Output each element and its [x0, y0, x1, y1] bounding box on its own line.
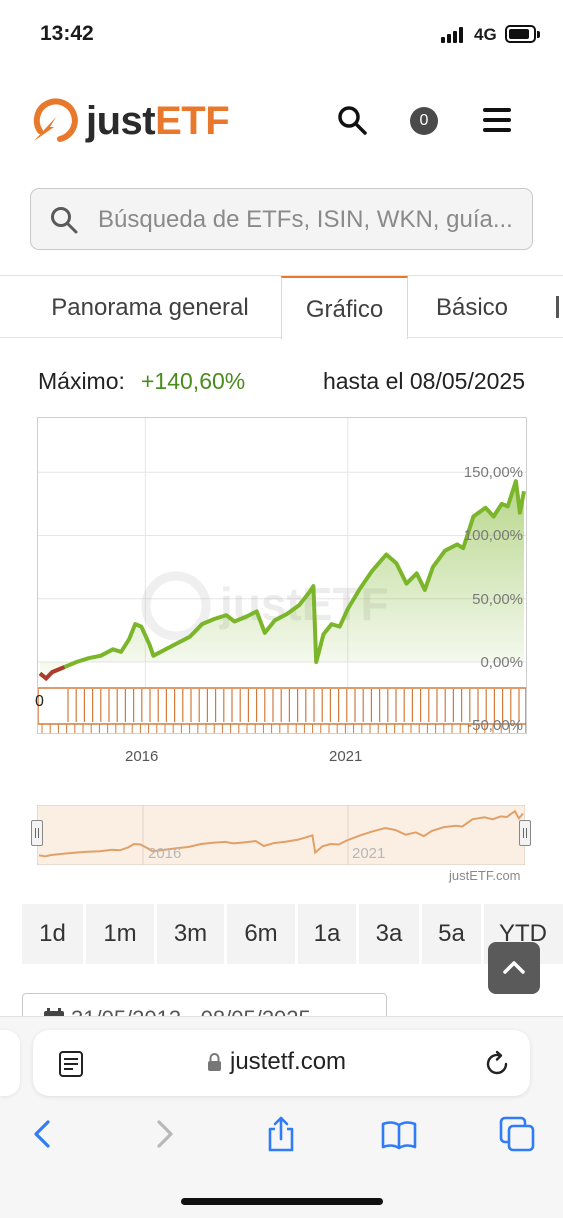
chart-area: [40, 481, 524, 679]
tab-basics[interactable]: Básico: [435, 294, 509, 321]
reader-mode-icon[interactable]: [59, 1051, 83, 1077]
y-tick-label: -50,00%: [467, 717, 523, 734]
justetf-logo[interactable]: justETF: [30, 94, 230, 148]
period-button-1d[interactable]: 1d: [22, 904, 83, 964]
y-tick-label: 0,00%: [480, 654, 523, 671]
period-button-5a[interactable]: 5a: [422, 904, 481, 964]
period-button-6m[interactable]: 6m: [227, 904, 295, 964]
search-placeholder: Búsqueda de ETFs, ISIN, WKN, guía...: [98, 206, 513, 233]
tab-overview[interactable]: Panorama general: [51, 294, 249, 321]
home-indicator: [181, 1198, 383, 1205]
navigator-line: [38, 809, 524, 858]
period-button-1m[interactable]: 1m: [86, 904, 154, 964]
chart-navigator[interactable]: [36, 804, 526, 866]
performance-chart[interactable]: justETF 150,00% 100,00% 50,00% 0,00% -50…: [35, 417, 527, 734]
navigator-canvas: [36, 804, 526, 866]
navigator-x-tick: 2021: [352, 845, 386, 862]
search-icon[interactable]: [336, 104, 368, 136]
period-selector: 1d 1m 3m 6m 1a 3a 5a YTD: [22, 904, 563, 964]
chart-line-series: [38, 479, 526, 681]
lock-icon: [208, 1053, 221, 1071]
search-icon: [51, 207, 78, 234]
chart-overlay-strip: [38, 687, 526, 733]
bookmarks-icon[interactable]: [381, 1116, 417, 1152]
battery-icon: [505, 25, 540, 43]
chart-overlay-label: 0: [35, 693, 44, 710]
forward-icon[interactable]: [147, 1116, 183, 1152]
previous-tab-edge[interactable]: [0, 1030, 20, 1096]
network-label: 4G: [474, 25, 497, 44]
logo-mark-icon: [33, 98, 78, 142]
chart-negative-segment: [38, 665, 66, 682]
scroll-to-top-button[interactable]: [488, 942, 540, 994]
navigator-x-tick: 2016: [148, 845, 182, 862]
navigator-right-handle[interactable]: [519, 820, 531, 846]
x-tick-label: 2016: [125, 748, 159, 765]
address-bar[interactable]: justetf.com: [33, 1030, 530, 1096]
y-tick-label: 100,00%: [463, 527, 523, 544]
chevron-up-icon: [503, 961, 525, 974]
max-label: Máximo:: [38, 368, 125, 394]
hamburger-menu-icon[interactable]: [483, 108, 511, 132]
x-tick-label: 2021: [329, 748, 363, 765]
back-icon[interactable]: [26, 1116, 62, 1152]
signal-icon: [441, 27, 467, 43]
logo-text-just: just: [86, 98, 156, 143]
chart-canvas: justETF: [38, 418, 526, 733]
section-tabs: Panorama general Gráfico Básico: [0, 275, 563, 339]
url-text: justetf.com: [230, 1048, 347, 1075]
navigator-left-handle[interactable]: [31, 820, 43, 846]
y-tick-label: 50,00%: [472, 591, 523, 608]
site-header: justETF 0: [0, 86, 563, 156]
logo-text-etf: ETF: [155, 98, 230, 143]
status-time: 13:42: [40, 22, 94, 45]
period-button-3m[interactable]: 3m: [157, 904, 224, 964]
next-tab-edge[interactable]: [556, 296, 559, 318]
share-icon[interactable]: [263, 1116, 299, 1152]
y-tick-label: 150,00%: [463, 464, 523, 481]
until-date: hasta el 08/05/2025: [322, 368, 525, 394]
period-button-3a[interactable]: 3a: [359, 904, 419, 964]
tab-chart[interactable]: Gráfico: [281, 276, 408, 339]
reload-icon[interactable]: [483, 1050, 511, 1078]
watchlist-count-badge[interactable]: 0: [410, 107, 438, 135]
chart-credit: justETF.com: [449, 868, 521, 883]
tabs-icon[interactable]: [499, 1116, 535, 1152]
max-value: +140,60%: [141, 368, 246, 394]
status-bar: 13:42 4G: [0, 0, 563, 66]
period-button-1a[interactable]: 1a: [298, 904, 356, 964]
etf-search-input[interactable]: Búsqueda de ETFs, ISIN, WKN, guía...: [30, 188, 533, 250]
